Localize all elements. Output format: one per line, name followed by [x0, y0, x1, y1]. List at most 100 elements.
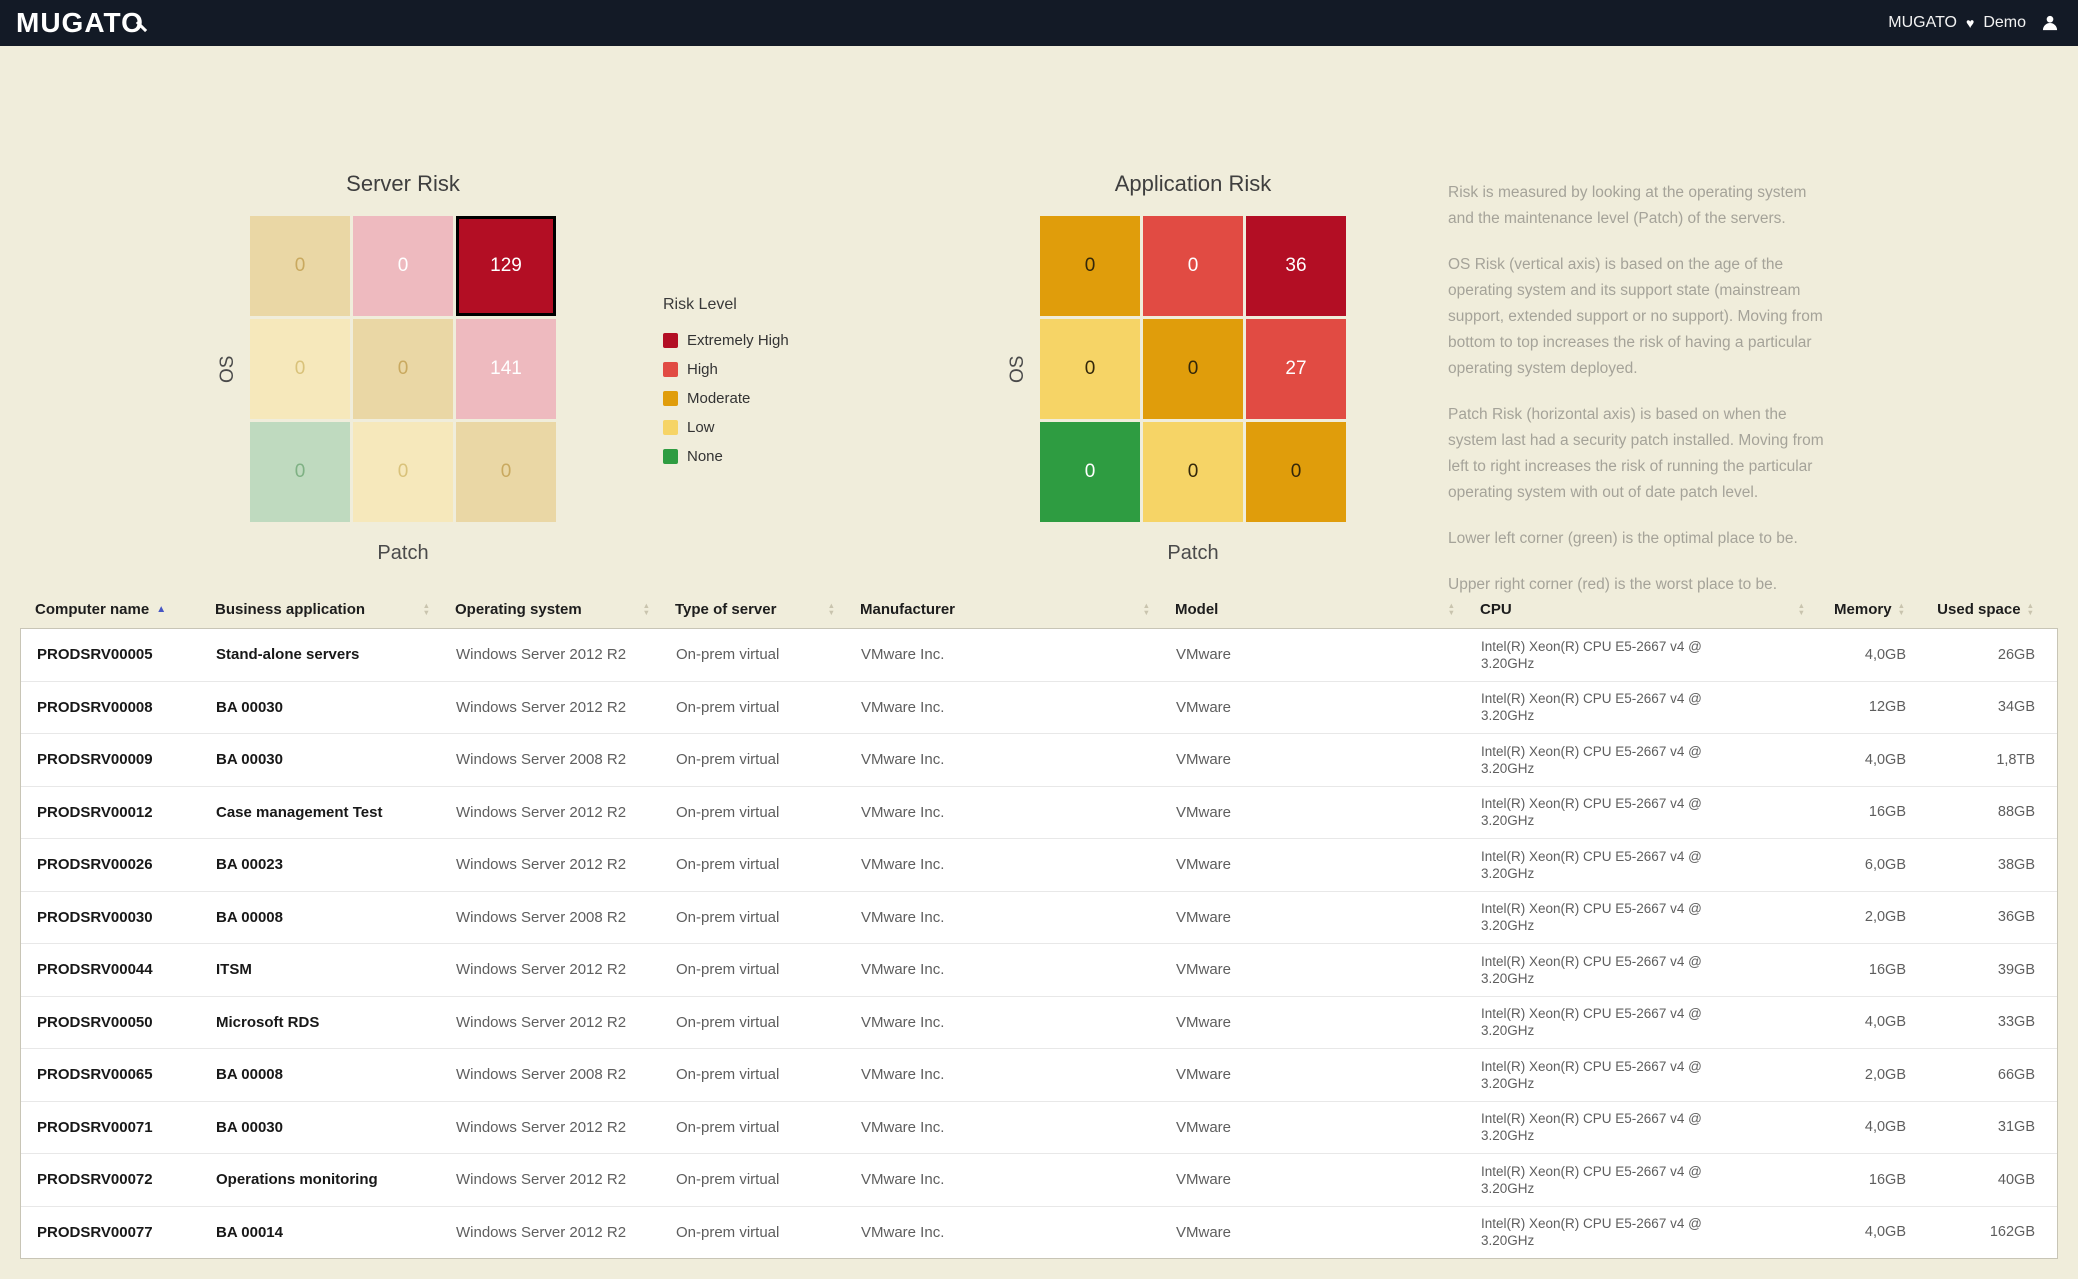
table-cell: PRODSRV00077 [37, 1223, 153, 1241]
description-paragraph: Risk is measured by looking at the opera… [1448, 184, 1807, 227]
heatmap-cell[interactable]: 0 [250, 216, 350, 316]
table-cell: Intel(R) Xeon(R) CPU E5-2667 v4 @ 3.20GH… [1481, 848, 1702, 881]
table-cell: 12GB [1868, 699, 1906, 716]
column-header[interactable]: Type of server ▲ ▼ [660, 601, 845, 618]
table-cell: VMware [1176, 1223, 1232, 1241]
table-cell: Windows Server 2012 R2 [456, 1118, 627, 1136]
table-row[interactable]: PRODSRV00072 Operations monitoring Windows… [21, 1154, 2057, 1207]
heatmap-cell[interactable]: 36 [1246, 216, 1346, 316]
table-row[interactable]: PRODSRV00077 BA 00014 Windows Server 2012 … [21, 1207, 2057, 1259]
table-cell: VMware [1176, 803, 1232, 821]
server-risk-y-axis-label: OS [217, 355, 238, 383]
table-row[interactable]: PRODSRV00009 BA 00030 Windows Server 2008 … [21, 734, 2057, 787]
table-cell: PRODSRV00008 [37, 698, 153, 716]
heatmap-cell[interactable]: 27 [1246, 319, 1346, 419]
table-row[interactable]: PRODSRV00071 BA 00030 Windows Server 2012 … [21, 1102, 2057, 1154]
heatmap-cell[interactable]: 0 [1040, 216, 1140, 316]
table-cell: Stand-alone servers [216, 646, 360, 664]
column-header-label: CPU [1480, 601, 1512, 618]
heatmap-cell[interactable]: 0 [353, 319, 453, 419]
sort-asc-icon: ▲ [156, 604, 167, 615]
table-cell: Case management Test [216, 803, 383, 821]
heatmap-cell[interactable]: 0 [250, 319, 350, 419]
legend-item[interactable]: Low [663, 413, 789, 442]
table-cell: VMware Inc. [861, 646, 945, 664]
sort-down-glyph: ▼ [1447, 607, 1455, 617]
column-header-label: Type of server [675, 601, 777, 618]
table-row[interactable]: PRODSRV00008 BA 00030 Windows Server 2012 … [21, 682, 2057, 734]
table-cell: Windows Server 2012 R2 [456, 961, 627, 979]
table-cell: 6,0GB [1864, 856, 1906, 873]
heatmap-cell[interactable]: 0 [353, 216, 453, 316]
description-paragraph: Lower left corner (green) is the optimal… [1448, 530, 1798, 547]
table-cell: Windows Server 2012 R2 [456, 1171, 627, 1189]
table-cell: VMware [1176, 856, 1232, 874]
column-header[interactable]: Operating system ▲ ▼ [440, 601, 660, 618]
column-header[interactable]: CPU ▲ ▼ [1465, 601, 1815, 618]
logo[interactable]: MUGATO [16, 7, 144, 39]
table-cell: 36GB [1997, 909, 2035, 926]
server-risk-chart: Server Risk OS 0 0 129 0 0 141 0 0 0 Patch [206, 152, 556, 584]
heatmap-cell[interactable]: 141 [456, 319, 556, 419]
legend-item[interactable]: Moderate [663, 384, 789, 413]
heatmap-cell[interactable]: 129 [456, 216, 556, 316]
table-cell: Intel(R) Xeon(R) CPU E5-2667 v4 @ 3.20GH… [1481, 1216, 1702, 1249]
risk-legend: Risk Level Extremely High High Moderate Low… [663, 296, 789, 471]
table-cell: PRODSRV00026 [37, 856, 153, 874]
table-cell: On-prem virtual [676, 1171, 780, 1189]
legend-item[interactable]: Extremely High [663, 326, 789, 355]
table-cell: PRODSRV00072 [37, 1171, 153, 1189]
table-cell: On-prem virtual [676, 908, 780, 926]
table-cell: Intel(R) Xeon(R) CPU E5-2667 v4 @ 3.20GH… [1481, 1006, 1702, 1039]
legend-item[interactable]: None [663, 442, 789, 471]
table-cell: 26GB [1997, 646, 2035, 663]
table-row[interactable]: PRODSRV00026 BA 00023 Windows Server 2012 … [21, 839, 2057, 892]
table-row[interactable]: PRODSRV00030 BA 00008 Windows Server 2008 … [21, 892, 2057, 944]
column-header[interactable]: Business application ▲ ▼ [200, 601, 440, 618]
heatmap-cell[interactable]: 0 [250, 422, 350, 522]
table-cell: 2,0GB [1864, 1066, 1906, 1083]
heatmap-cell[interactable]: 0 [1143, 422, 1243, 522]
account-menu[interactable]: MUGATO ♥ Demo [1888, 13, 2060, 33]
table-cell: VMware Inc. [861, 751, 945, 769]
table-cell: PRODSRV00050 [37, 1013, 153, 1031]
user-icon[interactable] [2040, 13, 2060, 33]
table-row[interactable]: PRODSRV00005 Stand-alone servers Windows S… [21, 629, 2057, 682]
heatmap-cell[interactable]: 0 [1040, 319, 1140, 419]
column-header[interactable]: Used space ▲ ▼ [1925, 601, 2058, 618]
column-header[interactable]: Memory ▲ ▼ [1815, 601, 1925, 618]
column-header[interactable]: Computer name ▲ [20, 601, 200, 618]
heatmap-cell[interactable]: 0 [1143, 216, 1243, 316]
legend-item[interactable]: High [663, 355, 789, 384]
heatmap-cell[interactable]: 0 [456, 422, 556, 522]
heatmap-cell[interactable]: 0 [1040, 422, 1140, 522]
table-cell: 88GB [1997, 804, 2035, 821]
legend-item-label: High [687, 361, 718, 378]
description-paragraph: Upper right corner (red) is the worst pl… [1448, 576, 1778, 593]
heatmap-cell[interactable]: 0 [1246, 422, 1346, 522]
table-cell: Windows Server 2012 R2 [456, 1013, 627, 1031]
table-cell: On-prem virtual [676, 751, 780, 769]
sort-icon: ▲ ▼ [1898, 602, 1905, 616]
table-cell: 40GB [1997, 1171, 2035, 1188]
sort-up-glyph: ▲ [1447, 601, 1455, 610]
column-header[interactable]: Manufacturer ▲ ▼ [845, 601, 1160, 618]
table-cell: Microsoft RDS [216, 1013, 320, 1031]
legend-item-label: Low [687, 419, 715, 436]
table-row[interactable]: PRODSRV00044 ITSM Windows Server 2012 R2 On… [21, 944, 2057, 997]
table-cell: Intel(R) Xeon(R) CPU E5-2667 v4 @ 3.20GH… [1481, 743, 1702, 776]
column-header[interactable]: Model ▲ ▼ [1160, 601, 1465, 618]
table-cell: VMware Inc. [861, 1223, 945, 1241]
server-table: Computer name ▲ Business application ▲ ▼ Oper… [20, 591, 2058, 1259]
table-cell: 2,0GB [1864, 909, 1906, 926]
table-row[interactable]: PRODSRV00050 Microsoft RDS Windows Server … [21, 997, 2057, 1049]
sort-icon: ▲ ▼ [828, 602, 835, 616]
table-cell: PRODSRV00012 [37, 803, 153, 821]
heatmap-cell[interactable]: 0 [1143, 319, 1243, 419]
table-cell: VMware Inc. [861, 1118, 945, 1136]
table-row[interactable]: PRODSRV00012 Case management Test Windows … [21, 787, 2057, 839]
table-cell: Intel(R) Xeon(R) CPU E5-2667 v4 @ 3.20GH… [1481, 901, 1702, 934]
account-env: Demo [1983, 14, 2026, 31]
table-row[interactable]: PRODSRV00065 BA 00008 Windows Server 2008 … [21, 1049, 2057, 1102]
heatmap-cell[interactable]: 0 [353, 422, 453, 522]
